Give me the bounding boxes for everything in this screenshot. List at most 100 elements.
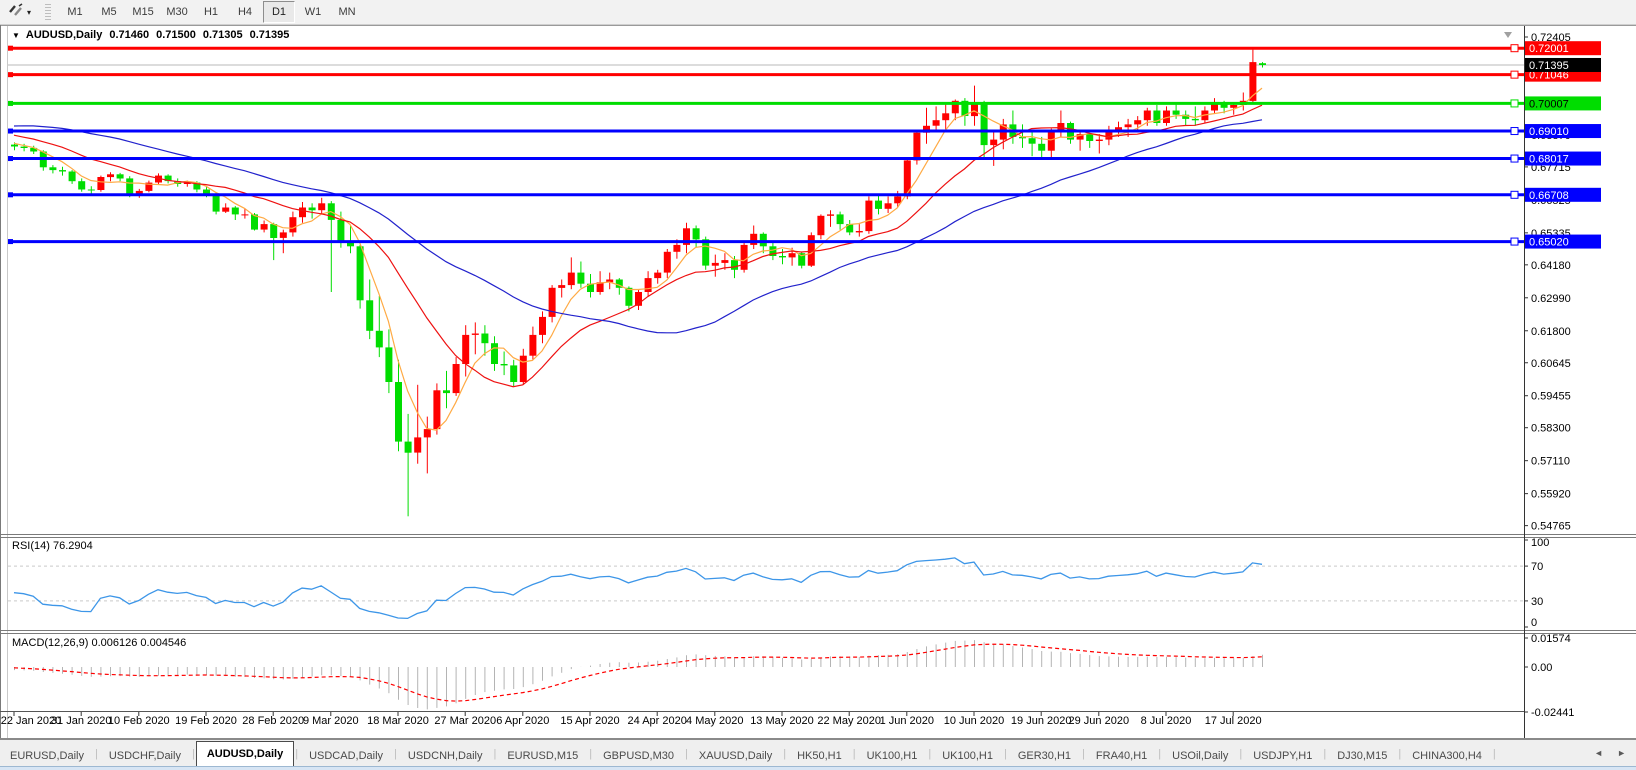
- hline-price-badge: 0.68017: [1529, 154, 1569, 166]
- price-axis-label: 0.62990: [1531, 293, 1571, 305]
- tab-separator: |: [928, 747, 932, 760]
- rsi-axis-label: 30: [1531, 596, 1543, 608]
- current-price-badge-bg: [1525, 57, 1601, 72]
- timeframe-button-m5[interactable]: M5: [101, 6, 117, 18]
- macd-histogram: [14, 640, 1263, 710]
- chart-tab-hk50-h1[interactable]: HK50,H1: [797, 749, 842, 762]
- hline-left-handle[interactable]: [8, 128, 13, 134]
- chart-tab-ger30-h1[interactable]: GER30,H1: [1017, 749, 1072, 762]
- macd-axis-label: -0.02441: [1531, 707, 1574, 719]
- date-axis-label: 29 Jun 2020: [1069, 715, 1130, 727]
- date-axis-label: 31 Jan 2020: [51, 715, 112, 727]
- chevron-down-icon[interactable]: ▾: [27, 7, 32, 17]
- chart-tab-eurusd-daily[interactable]: EURUSD,Daily: [10, 749, 84, 762]
- tab-separator: |: [783, 747, 787, 760]
- timeframe-buttons: M1 M5 M15 M30 H1 H4 D1 W1 MN: [58, 1, 364, 23]
- chart-tab-gbpusd-m30[interactable]: GBPUSD,M30: [603, 749, 675, 762]
- hline-left-handle[interactable]: [8, 100, 13, 106]
- scroll-tabs-left-icon[interactable]: ◄: [1594, 748, 1604, 758]
- chart-background: [0, 25, 1636, 739]
- chart-tab-uk100-h1[interactable]: UK100,H1: [866, 749, 918, 762]
- timeframe-button-m1[interactable]: M1: [67, 6, 83, 18]
- hline-left-handle[interactable]: [8, 156, 13, 162]
- hline-left-handle[interactable]: [8, 239, 13, 245]
- hline-left-handle[interactable]: [8, 192, 13, 198]
- date-axis-label: 15 Apr 2020: [560, 715, 619, 727]
- timeframe-button-w1[interactable]: W1: [304, 6, 322, 18]
- timeframe-button-d1[interactable]: D1: [263, 1, 296, 23]
- tab-separator: |: [589, 747, 593, 760]
- date-axis-label: 8 Jul 2020: [1141, 715, 1192, 727]
- timeframe-button-m30[interactable]: M30: [166, 6, 188, 18]
- tab-separator: |: [1398, 747, 1402, 760]
- date-axis-label: 19 Jun 2020: [1011, 715, 1072, 727]
- hline-right-handle[interactable]: [1510, 44, 1519, 53]
- date-axis-label: 18 Mar 2020: [367, 715, 429, 727]
- hline-left-handle[interactable]: [8, 72, 13, 78]
- hline-right-handle[interactable]: [1510, 154, 1519, 163]
- open-value: 0.71460: [109, 29, 150, 41]
- hline-price-badge-bg: [1525, 234, 1601, 249]
- date-axis-label: 27 Mar 2020: [434, 715, 496, 727]
- chart-shift-marker[interactable]: [1504, 32, 1512, 38]
- macd-axis-label: 0.00: [1531, 662, 1552, 674]
- chart-tab-china300-h4[interactable]: CHINA300,H4: [1412, 749, 1482, 762]
- hline-price-badge: 0.65020: [1529, 237, 1569, 249]
- price-axis-label: 0.58300: [1531, 423, 1571, 435]
- chart-tab-eurusd-m15[interactable]: EURUSD,M15: [507, 749, 579, 762]
- toolbar-grip[interactable]: [45, 3, 52, 21]
- tab-separator: |: [1492, 747, 1496, 760]
- chart-tab-audusd-daily[interactable]: AUDUSD,Daily: [195, 741, 295, 766]
- chart-tab-uk100-h1[interactable]: UK100,H1: [942, 749, 993, 762]
- date-axis-label: 22 Jan 2020: [1, 715, 62, 727]
- price-chart-canvas[interactable]: 100703000.015740.00-0.024410.724050.7121…: [0, 25, 1636, 739]
- chart-tab-fra40-h1[interactable]: FRA40,H1: [1095, 749, 1148, 762]
- timeframe-button-mn[interactable]: MN: [338, 6, 356, 18]
- chart-tab-xauusd-daily[interactable]: XAUUSD,Daily: [698, 749, 773, 762]
- chart-tab-usdchf-daily[interactable]: USDCHF,Daily: [108, 749, 181, 762]
- chart-tab-bar: EURUSD,Daily | USDCHF,Daily | AUDUSD,Daily | U…: [0, 739, 1636, 766]
- hline-right-handle[interactable]: [1510, 127, 1519, 136]
- date-axis-label: 24 Apr 2020: [628, 715, 687, 727]
- timeframes-toolbar: ▾ M1 M5 M15 M30 H1 H4 D1 W1 MN: [0, 0, 1636, 25]
- macd-signal-line: [13, 643, 1263, 702]
- taskbar-edge: [0, 766, 1636, 770]
- hline-price-badge: 0.69010: [1529, 126, 1569, 138]
- timeframe-button-h4[interactable]: H4: [237, 6, 253, 18]
- chart-objects-icon: [8, 2, 24, 23]
- hline-right-handle[interactable]: [1510, 99, 1519, 108]
- close-value: 0.71395: [249, 29, 290, 41]
- scroll-tabs-right-icon[interactable]: ►: [1617, 748, 1626, 758]
- tab-separator: |: [1323, 747, 1327, 760]
- hline-right-handle[interactable]: [1510, 237, 1519, 246]
- chart-ohlc-title: ▼ AUDUSD,Daily 0.71460 0.71500 0.71305 0…: [12, 29, 289, 41]
- chart-tab-usoil-daily[interactable]: USOil,Daily: [1172, 749, 1229, 762]
- price-axis-label: 0.57110: [1531, 456, 1570, 468]
- rsi-axis-label: 0: [1531, 617, 1537, 629]
- chart-tab-dj30-m15[interactable]: DJ30,M15: [1337, 749, 1388, 762]
- tab-separator: |: [191, 747, 195, 760]
- price-axis-label: 0.60645: [1531, 358, 1571, 370]
- chart-tab-usdcad-daily[interactable]: USDCAD,Daily: [309, 749, 384, 762]
- tab-separator: |: [394, 747, 397, 760]
- rsi-line: [13, 557, 1263, 620]
- hline-price-badge: 0.71046: [1529, 70, 1569, 82]
- price-axis-label: 0.59455: [1531, 391, 1571, 403]
- tab-separator: |: [685, 747, 688, 760]
- chart-tab-usdcnh-daily[interactable]: USDCNH,Daily: [407, 749, 483, 762]
- timeframe-button-m15[interactable]: M15: [132, 6, 154, 18]
- hline-right-handle[interactable]: [1510, 70, 1519, 79]
- date-axis-label: 19 Feb 2020: [175, 715, 237, 727]
- chart-tab-usdjpy-h1[interactable]: USDJPY,H1: [1253, 749, 1313, 762]
- rsi-pane-label: RSI(14) 76.2904: [12, 540, 93, 552]
- hline-left-handle[interactable]: [8, 45, 13, 51]
- hline-right-handle[interactable]: [1510, 190, 1519, 199]
- date-axis-label: 28 Feb 2020: [242, 715, 304, 727]
- ma-slow-line: [13, 119, 1263, 334]
- date-axis-label: 9 Mar 2020: [303, 715, 359, 727]
- hline-price-badge: 0.70007: [1529, 98, 1569, 110]
- chart-objects-tool-button[interactable]: ▾: [4, 2, 35, 23]
- timeframe-button-h1[interactable]: H1: [203, 6, 219, 18]
- chevron-down-icon[interactable]: ▼: [12, 30, 20, 40]
